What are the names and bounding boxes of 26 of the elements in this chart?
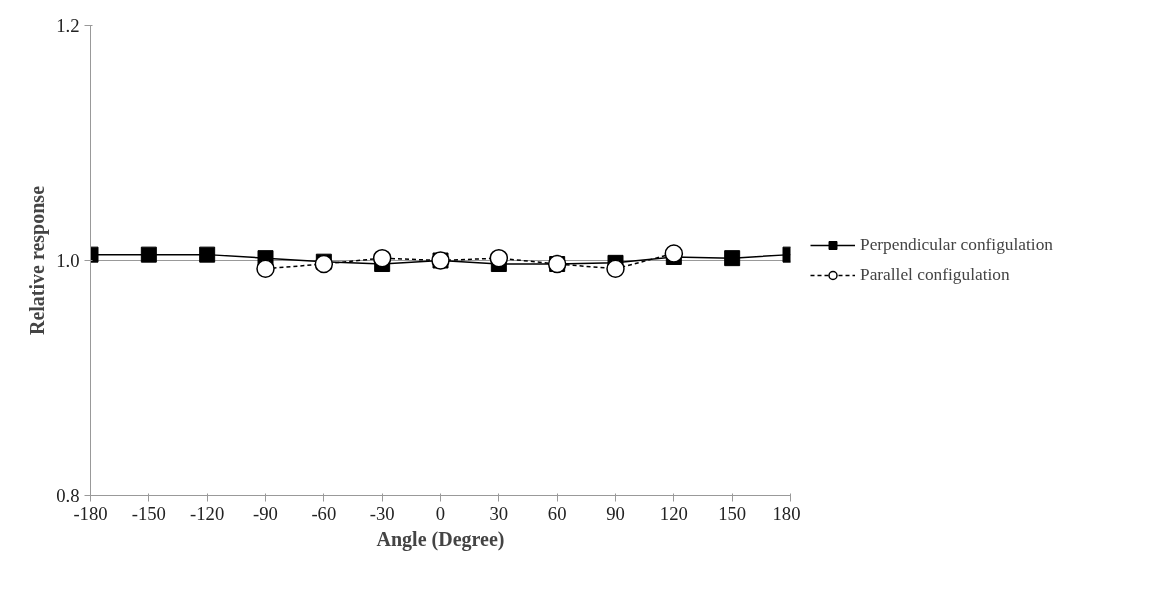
point xyxy=(256,259,275,278)
x-tick-label: 180 xyxy=(772,502,801,524)
x-tick-label: 30 xyxy=(489,502,509,524)
y-tick-label: 1.2 xyxy=(56,15,80,36)
x-tick-label: 60 xyxy=(547,502,567,524)
x-tick-label: -150 xyxy=(131,502,166,524)
x-tick-label: 150 xyxy=(718,502,747,524)
point xyxy=(372,248,392,268)
legend-label: Parallel configulation xyxy=(860,265,1010,285)
point xyxy=(199,246,216,263)
x-tick-label: 0 xyxy=(435,502,446,524)
y-tick-label: 1.0 xyxy=(56,250,80,271)
x-tick-label: 90 xyxy=(606,502,625,524)
x-tick-label: 120 xyxy=(659,502,688,524)
x-tick-label: -90 xyxy=(253,502,278,524)
x-tick-label: -60 xyxy=(311,502,337,524)
point xyxy=(489,248,509,268)
x-axis-title: Angle (Degree) xyxy=(376,527,505,551)
x-tick-label: -120 xyxy=(190,502,225,524)
point xyxy=(606,259,625,278)
legend-label: Perpendicular configulation xyxy=(860,235,1053,255)
y-axis-title: Relative response xyxy=(26,185,50,336)
point xyxy=(724,250,741,267)
x-tick-label: -30 xyxy=(369,502,395,524)
point xyxy=(140,246,157,263)
point xyxy=(664,244,684,263)
